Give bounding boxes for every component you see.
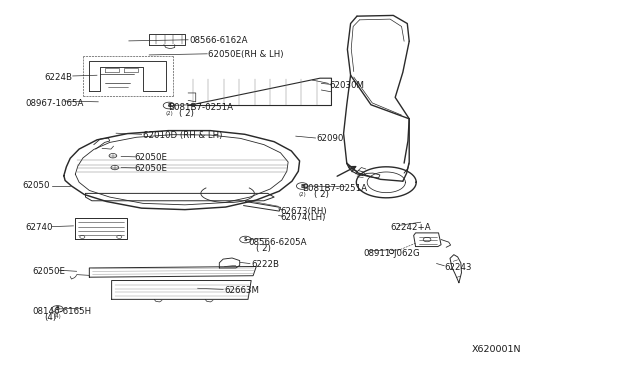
Text: S: S (244, 237, 247, 242)
Text: 08911-J062G: 08911-J062G (364, 249, 420, 258)
Text: (2): (2) (298, 192, 306, 196)
Text: B081B7-0251A: B081B7-0251A (168, 103, 234, 112)
Text: 62050E(RH & LH): 62050E(RH & LH) (209, 50, 284, 59)
Text: (4): (4) (54, 314, 61, 320)
Text: B: B (167, 103, 171, 108)
Text: (4): (4) (45, 313, 57, 322)
Text: B081B7-0251A: B081B7-0251A (302, 184, 367, 193)
Text: 62030M: 62030M (330, 81, 365, 90)
Text: 08566-6162A: 08566-6162A (189, 36, 248, 45)
Text: 62740: 62740 (26, 223, 53, 232)
Text: 62674(LH): 62674(LH) (280, 213, 326, 222)
Text: 62050E: 62050E (134, 164, 167, 173)
Text: 62673(RH): 62673(RH) (280, 206, 327, 216)
Text: 08967-1065A: 08967-1065A (26, 99, 84, 108)
Text: ( 2): ( 2) (179, 109, 193, 118)
Text: 08566-6205A: 08566-6205A (248, 238, 307, 247)
Text: (2): (2) (165, 111, 173, 116)
Text: X620001N: X620001N (472, 345, 521, 354)
Text: 62242+A: 62242+A (390, 223, 431, 232)
Text: 62050: 62050 (22, 182, 50, 190)
Text: ( 2): ( 2) (256, 244, 271, 253)
Text: 62010D (RH & LH): 62010D (RH & LH) (143, 131, 222, 140)
Text: 08146-6165H: 08146-6165H (32, 307, 91, 316)
Text: 62243: 62243 (444, 263, 472, 272)
Text: B: B (56, 307, 60, 311)
Text: 62050E: 62050E (32, 267, 65, 276)
Text: 62663M: 62663M (225, 286, 259, 295)
Text: 6222B: 6222B (251, 260, 279, 269)
Text: 62050E: 62050E (134, 153, 167, 162)
Text: 62090: 62090 (317, 134, 344, 143)
Text: B: B (300, 183, 304, 189)
Text: 6224B: 6224B (45, 73, 73, 82)
Text: ( 2): ( 2) (314, 190, 328, 199)
